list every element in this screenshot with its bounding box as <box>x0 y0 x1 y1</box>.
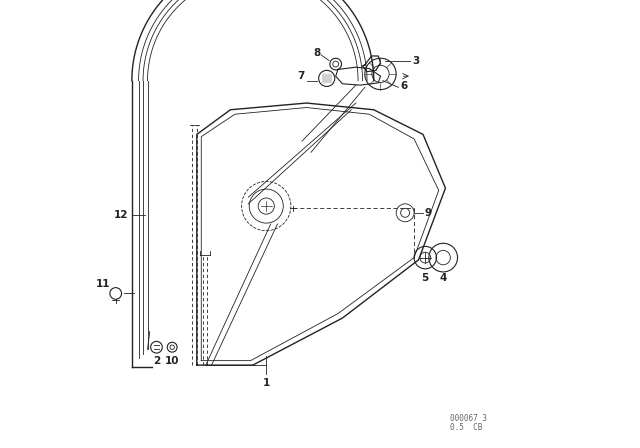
Text: 3: 3 <box>413 56 420 66</box>
Text: 7: 7 <box>298 71 305 81</box>
Text: 10: 10 <box>165 356 179 366</box>
Text: 4: 4 <box>440 273 447 283</box>
Text: 2: 2 <box>153 356 160 366</box>
Text: 8: 8 <box>313 48 321 58</box>
Text: 12: 12 <box>113 210 128 220</box>
Text: 000067 3: 000067 3 <box>450 414 487 423</box>
Text: 11: 11 <box>96 279 111 289</box>
Text: 6: 6 <box>400 82 408 91</box>
Text: 5: 5 <box>422 273 429 283</box>
Text: 9: 9 <box>425 208 432 218</box>
Text: 1: 1 <box>262 378 270 388</box>
Text: 0.5  CB: 0.5 CB <box>450 423 483 432</box>
